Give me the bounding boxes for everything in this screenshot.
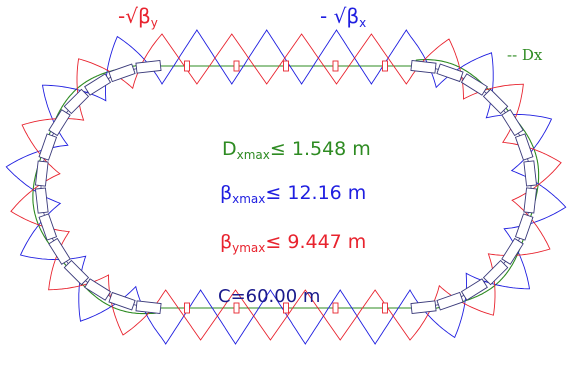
beta-x-legend: - √βx xyxy=(320,4,367,30)
dipole-magnet xyxy=(48,237,71,265)
dipole-magnet xyxy=(108,291,136,311)
dipole-magnet xyxy=(63,259,90,286)
dipole-magnet xyxy=(460,73,488,96)
dipole-magnet xyxy=(523,160,538,187)
quadrupole-magnet xyxy=(184,60,190,72)
beta-x-curve xyxy=(5,29,567,345)
quadrupole-magnet xyxy=(233,60,240,72)
dispersion-curve xyxy=(32,59,540,315)
quadrupole-magnet xyxy=(332,60,339,72)
dipole-magnet xyxy=(34,187,49,214)
dipole-magnet xyxy=(436,63,464,83)
quadrupole-magnet xyxy=(382,60,388,72)
dipole-magnet xyxy=(482,259,509,286)
circumference-label: C=60.00 m xyxy=(218,286,321,307)
quadrupole-magnet xyxy=(382,302,388,314)
quadrupole-magnet xyxy=(283,302,289,314)
dipole-magnet xyxy=(135,59,162,74)
dipole-magnet xyxy=(460,278,488,301)
dispersion-line xyxy=(32,59,540,315)
beta-y-max-label: βymax≤ 9.447 m xyxy=(220,231,367,255)
dipole-magnet xyxy=(436,291,464,311)
dx-legend: -- Dx xyxy=(507,46,543,64)
dipole-magnet xyxy=(108,63,136,83)
dipole-magnet xyxy=(135,300,162,315)
dispersion-max-label: Dxmax≤ 1.548 m xyxy=(222,138,371,162)
dipole-magnet xyxy=(410,300,437,315)
beta-x-max-label: βxmax≤ 12.16 m xyxy=(220,182,367,206)
dipole-magnet xyxy=(63,88,90,115)
dipole-magnet xyxy=(523,187,538,214)
beta-y-line xyxy=(10,33,562,341)
dipole-magnet xyxy=(410,59,437,74)
beta-x-line xyxy=(5,29,567,345)
dipole-magnet xyxy=(34,160,49,187)
dipole-magnet xyxy=(48,109,71,137)
beta-y-curve xyxy=(10,33,562,341)
quadrupole-magnet xyxy=(332,302,339,314)
dipole-magnet xyxy=(501,109,524,137)
dipole-magnet xyxy=(514,133,534,161)
beta-y-legend: -√βy xyxy=(118,4,158,30)
magnet-blocks xyxy=(34,59,538,315)
quadrupole-magnet xyxy=(184,302,190,314)
dipole-magnet xyxy=(84,73,112,96)
dipole-magnet xyxy=(38,133,58,161)
dipole-magnet xyxy=(514,213,534,241)
dipole-magnet xyxy=(501,237,524,265)
dipole-magnet xyxy=(482,88,509,115)
quadrupole-magnet xyxy=(283,60,289,72)
dipole-magnet xyxy=(38,213,58,241)
quadrupole-magnet xyxy=(233,302,240,314)
dipole-magnet xyxy=(84,278,112,301)
